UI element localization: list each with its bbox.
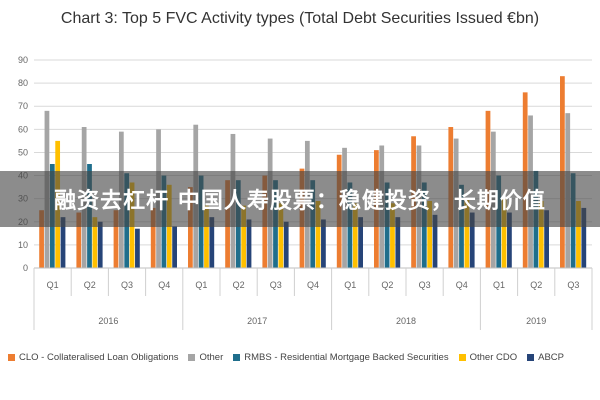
bar-abcp-2 — [135, 228, 140, 268]
legend: CLO - Collateralised Loan Obligations Oth… — [8, 352, 598, 363]
bar-clo-2 — [113, 210, 119, 268]
x-tick-label: Q1 — [493, 280, 505, 290]
y-tick-label: 70 — [18, 101, 28, 111]
y-tick-label: 80 — [18, 78, 28, 88]
bar-abcp-0 — [60, 217, 66, 268]
bar-other-10 — [427, 200, 433, 268]
bar-clo-0 — [39, 210, 44, 268]
legend-swatch — [8, 354, 15, 361]
y-tick-label: 0 — [23, 263, 28, 273]
bar-abcp-1 — [97, 221, 103, 268]
bar-abcp-13 — [544, 210, 549, 268]
overlay-banner: 融资去杠杆 中国人寿股票：稳健投资，长期价值 — [0, 171, 600, 227]
y-axis: 0102030405060708090 — [18, 55, 28, 273]
x-year-label: 2018 — [396, 316, 416, 326]
legend-swatch — [188, 354, 196, 361]
bar-abcp-7 — [321, 219, 326, 268]
bar-other-7 — [315, 200, 321, 268]
bar-clo-4 — [188, 187, 193, 268]
legend-label: ABCP — [538, 352, 564, 363]
x-tick-label: Q2 — [84, 280, 96, 290]
y-tick-label: 50 — [18, 147, 28, 157]
bar-abcp-6 — [283, 221, 289, 268]
x-year-label: 2019 — [526, 316, 546, 326]
bar-abcp-5 — [246, 219, 252, 268]
legend-item: RMBS - Residential Mortgage Backed Secur… — [233, 352, 449, 363]
bar-abcp-11 — [469, 212, 475, 268]
legend-item: Other — [188, 352, 223, 363]
x-tick-label: Q3 — [567, 280, 579, 290]
overlay-banner-text: 融资去杠杆 中国人寿股票：稳健投资，长期价值 — [54, 189, 546, 214]
bar-other-13 — [538, 200, 544, 268]
legend-item: CLO - Collateralised Loan Obligations — [8, 352, 178, 363]
bar-clo-3 — [150, 207, 156, 268]
bar-abcp-4 — [209, 217, 215, 268]
x-tick-label: Q1 — [195, 280, 207, 290]
x-year-label: 2017 — [247, 316, 267, 326]
chart-title: Chart 3: Top 5 FVC Activity types (Total… — [60, 10, 540, 27]
legend-label: CLO - Collateralised Loan Obligations — [19, 352, 179, 363]
legend-label: RMBS - Residential Mortgage Backed Secur… — [244, 352, 449, 363]
x-tick-label: Q3 — [419, 280, 431, 290]
bar-other-6 — [278, 203, 284, 268]
bar-abcp-14 — [581, 207, 587, 268]
bar-other-5 — [241, 205, 247, 268]
x-tick-label: Q2 — [233, 280, 245, 290]
x-tick-label: Q1 — [47, 280, 59, 290]
y-tick-label: 10 — [18, 240, 28, 250]
bar-abcp-8 — [358, 217, 363, 268]
x-year-label: 2016 — [98, 316, 118, 326]
legend-swatch — [458, 354, 466, 361]
bar-other-12 — [501, 198, 507, 268]
x-tick-label: Q2 — [530, 280, 542, 290]
legend-item: Other CDO — [458, 352, 518, 363]
x-tick-label: Q2 — [381, 280, 393, 290]
bar-abcp-3 — [172, 226, 177, 268]
legend-swatch — [233, 354, 241, 361]
x-tick-label: Q4 — [456, 280, 468, 290]
bar-other-4 — [204, 205, 209, 268]
legend-label: Other CDO — [469, 352, 518, 363]
bar-abcp-10 — [432, 214, 438, 268]
bar-abcp-12 — [507, 212, 512, 268]
x-tick-label: Q3 — [121, 280, 133, 290]
bar-other-8 — [352, 203, 358, 268]
bar-clo-1 — [76, 212, 82, 268]
x-tick-label: Q1 — [344, 280, 356, 290]
y-tick-label: 60 — [18, 124, 28, 134]
bar-abcp-9 — [395, 217, 401, 268]
legend-label: Other — [199, 352, 224, 363]
bar-other-14 — [576, 200, 581, 268]
x-tick-label: Q3 — [270, 280, 282, 290]
legend-swatch — [527, 354, 535, 361]
legend-item: ABCP — [527, 352, 564, 363]
bar-other-1 — [92, 217, 98, 268]
x-tick-label: Q4 — [158, 280, 170, 290]
x-tick-label: Q4 — [307, 280, 319, 290]
bar-other-11 — [464, 198, 470, 268]
x-axis: Q1 Q2 Q3 Q4 Q1 Q2 Q3 Q4 Q1 Q2 Q3 Q4 Q1 Q2 Q3 2016 2017 20… — [33, 267, 593, 330]
bar-other-9 — [390, 203, 395, 268]
y-tick-label: 90 — [18, 55, 28, 65]
